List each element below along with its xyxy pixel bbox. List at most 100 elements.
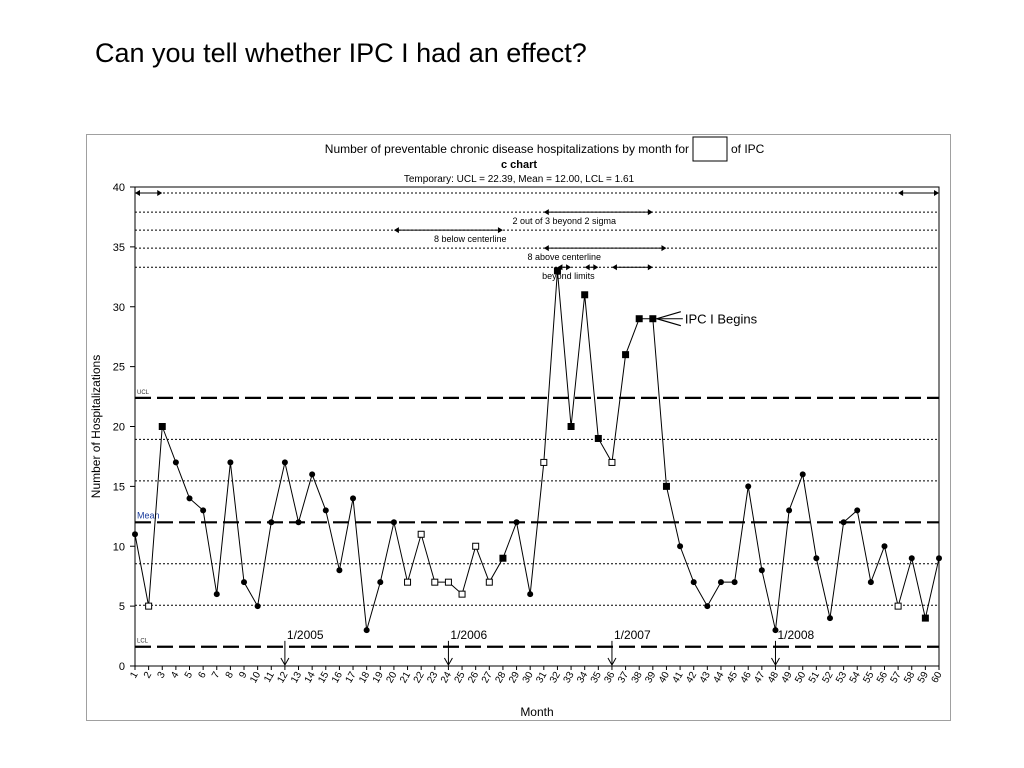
data-point (813, 555, 820, 562)
x-tick-label: 50 (793, 670, 808, 686)
rule-arrow-right (157, 189, 163, 196)
rule-arrow-right (647, 209, 653, 216)
data-point (322, 507, 329, 514)
y-tick-label: 25 (113, 362, 125, 374)
data-point (281, 459, 288, 466)
data-point (309, 471, 316, 478)
data-point-flagged (594, 434, 602, 442)
data-point (745, 483, 752, 490)
data-point-open (444, 578, 452, 586)
x-tick-label: 31 (534, 670, 549, 686)
x-tick-label: 14 (303, 670, 318, 686)
x-tick-label: 60 (930, 670, 945, 686)
x-tick-label: 9 (237, 670, 250, 681)
x-tick-label: 48 (766, 670, 781, 686)
data-point (677, 543, 684, 550)
data-point (908, 555, 915, 562)
rule-arrow-right (566, 264, 572, 271)
data-point (254, 603, 261, 610)
data-point-open (404, 578, 412, 586)
x-tick-label: 41 (671, 670, 686, 686)
control-line-label: LCL (137, 639, 149, 645)
x-tick-label: 37 (616, 670, 631, 686)
x-tick-label: 8 (224, 670, 237, 681)
data-point (241, 579, 248, 586)
y-tick-label: 0 (119, 661, 125, 673)
y-tick-label: 5 (119, 601, 125, 613)
data-point-flagged (158, 423, 166, 430)
data-point (731, 579, 738, 586)
rule-arrow-right (497, 227, 503, 234)
data-point (350, 495, 357, 502)
callout-label: IPC I Begins (685, 312, 758, 327)
data-point (840, 519, 847, 526)
x-tick-label: 1 (128, 670, 141, 681)
x-tick-label: 38 (630, 670, 645, 686)
data-point (200, 507, 207, 514)
data-point (826, 615, 833, 622)
data-point-flagged (499, 554, 507, 562)
data-point (132, 531, 138, 538)
y-tick-label: 15 (113, 481, 125, 493)
x-tick-label: 21 (398, 670, 413, 686)
callout-arrowhead (654, 311, 681, 327)
x-tick-label: 36 (602, 670, 617, 686)
x-tick-label: 3 (156, 670, 169, 681)
x-tick-label: 54 (848, 670, 863, 686)
x-tick-label: 12 (275, 670, 290, 686)
x-tick-label: 56 (875, 670, 890, 686)
chart-svg: Number of preventable chronic disease ho… (89, 136, 945, 719)
data-point (336, 567, 343, 574)
data-point-open (431, 578, 439, 586)
data-point-open (608, 458, 616, 466)
x-tick-label: 11 (262, 670, 277, 685)
x-tick-label: 26 (466, 670, 481, 686)
chart-subtitle: c chart (501, 159, 537, 171)
rule-label: 2 out of 3 beyond 2 sigma (512, 216, 616, 226)
control-line-label: Mean (137, 510, 160, 520)
data-point-open (472, 542, 480, 550)
chart-title-blank-box (692, 136, 728, 162)
x-tick-label: 23 (425, 670, 440, 686)
y-tick-label: 40 (113, 182, 125, 194)
y-tick-label: 30 (113, 302, 125, 314)
annotation-label: 1/2005 (287, 628, 324, 642)
control-line-label: UCL (137, 390, 150, 396)
x-tick-label: 30 (521, 670, 536, 686)
data-point (513, 519, 520, 526)
y-tick-label: 10 (113, 541, 125, 553)
data-point (854, 507, 861, 514)
data-point (786, 507, 793, 514)
x-tick-label: 29 (507, 670, 522, 686)
annotation-label: 1/2006 (450, 628, 487, 642)
rule-arrow-left (543, 245, 549, 252)
x-tick-label: 49 (780, 670, 795, 686)
x-tick-label: 2 (142, 670, 155, 681)
data-point-flagged (553, 267, 561, 275)
data-point-flagged (567, 423, 575, 430)
x-tick-label: 18 (357, 670, 372, 686)
x-tick-label: 42 (684, 670, 699, 686)
x-tick-label: 52 (820, 670, 835, 686)
x-tick-label: 39 (643, 670, 658, 686)
data-point (758, 567, 765, 574)
x-tick-label: 5 (183, 670, 196, 681)
x-tick-label: 25 (453, 670, 468, 686)
x-tick-label: 34 (575, 670, 590, 686)
data-point-flagged (635, 315, 643, 323)
x-tick-label: 22 (412, 670, 427, 686)
rule-arrow-right (647, 264, 653, 271)
x-tick-label: 53 (834, 670, 849, 686)
x-tick-label: 24 (439, 670, 454, 686)
data-point (363, 627, 370, 634)
x-tick-label: 19 (371, 670, 386, 686)
slide-title: Can you tell whether IPC I had an effect… (95, 38, 587, 68)
data-point-open (540, 458, 548, 466)
rule-label: 8 above centerline (527, 252, 601, 262)
chart-title-part1: Number of preventable chronic disease ho… (325, 142, 689, 156)
series-line (134, 270, 940, 631)
x-tick-label: 35 (589, 670, 604, 686)
x-tick-label: 27 (480, 670, 495, 686)
annotation-arrowhead (771, 657, 780, 667)
data-point-open (458, 590, 466, 598)
